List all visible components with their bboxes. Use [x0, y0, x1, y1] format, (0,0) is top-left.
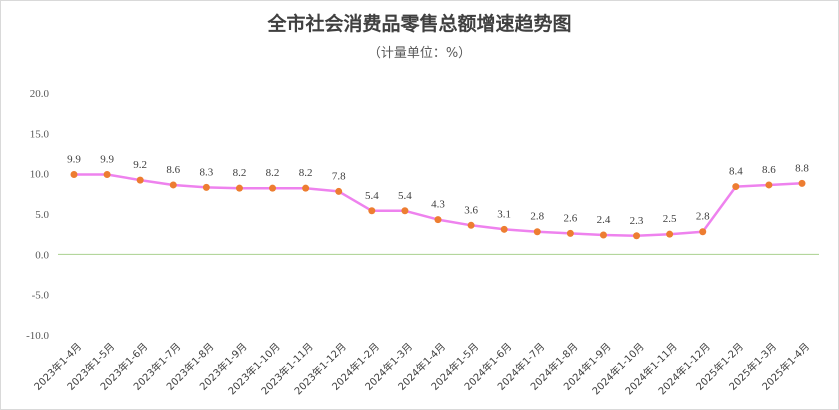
data-label: 8.4 — [729, 166, 743, 178]
y-tick-label: 10.0 — [30, 169, 50, 181]
data-label: 8.2 — [299, 167, 313, 179]
data-label: 2.8 — [696, 211, 710, 223]
data-point — [500, 225, 508, 233]
data-label: 9.2 — [133, 159, 147, 171]
data-label: 5.4 — [398, 190, 412, 202]
data-point — [633, 232, 641, 240]
data-point — [235, 184, 243, 192]
y-tick-label: -10.0 — [26, 330, 49, 342]
data-label: 2.6 — [563, 212, 577, 224]
data-point — [302, 184, 310, 192]
chart-title: 全市社会消费品零售总额增速趋势图 — [267, 13, 572, 35]
data-point — [202, 183, 210, 191]
data-label: 9.9 — [67, 153, 81, 165]
data-point — [368, 207, 376, 215]
data-point — [599, 231, 607, 239]
data-point — [798, 179, 806, 187]
data-point — [401, 207, 409, 215]
data-point — [136, 176, 144, 184]
data-point — [467, 221, 475, 229]
data-label: 5.4 — [365, 190, 379, 202]
data-point — [269, 184, 277, 192]
data-point — [434, 216, 442, 224]
data-point — [103, 170, 111, 178]
data-point — [765, 181, 773, 189]
data-label: 2.3 — [630, 215, 644, 227]
y-tick-label: 5.0 — [35, 209, 49, 221]
data-point — [70, 170, 78, 178]
data-label: 8.3 — [199, 166, 213, 178]
data-label: 8.8 — [795, 162, 809, 174]
y-tick-label: -5.0 — [32, 290, 50, 302]
data-label: 4.3 — [431, 199, 445, 211]
data-label: 8.2 — [266, 167, 280, 179]
data-label: 2.5 — [663, 213, 677, 225]
data-label: 8.6 — [166, 164, 180, 176]
y-tick-label: 15.0 — [30, 128, 50, 140]
data-label: 2.8 — [530, 211, 544, 223]
data-point — [666, 230, 674, 238]
data-label: 2.4 — [597, 214, 611, 226]
data-label: 3.6 — [464, 204, 478, 216]
data-label: 3.1 — [497, 208, 511, 220]
data-label: 7.8 — [332, 170, 346, 182]
data-point — [335, 187, 343, 195]
data-label: 9.9 — [100, 153, 114, 165]
data-label: 8.6 — [762, 164, 776, 176]
data-point — [699, 228, 707, 236]
data-point — [169, 181, 177, 189]
chart-subtitle: （计量单位：%） — [367, 46, 472, 61]
data-label: 8.2 — [233, 167, 247, 179]
data-point — [732, 183, 740, 191]
data-point — [566, 229, 574, 237]
y-tick-label: 20.0 — [30, 88, 50, 100]
y-tick-label: 0.0 — [35, 249, 49, 261]
data-point — [533, 228, 541, 236]
